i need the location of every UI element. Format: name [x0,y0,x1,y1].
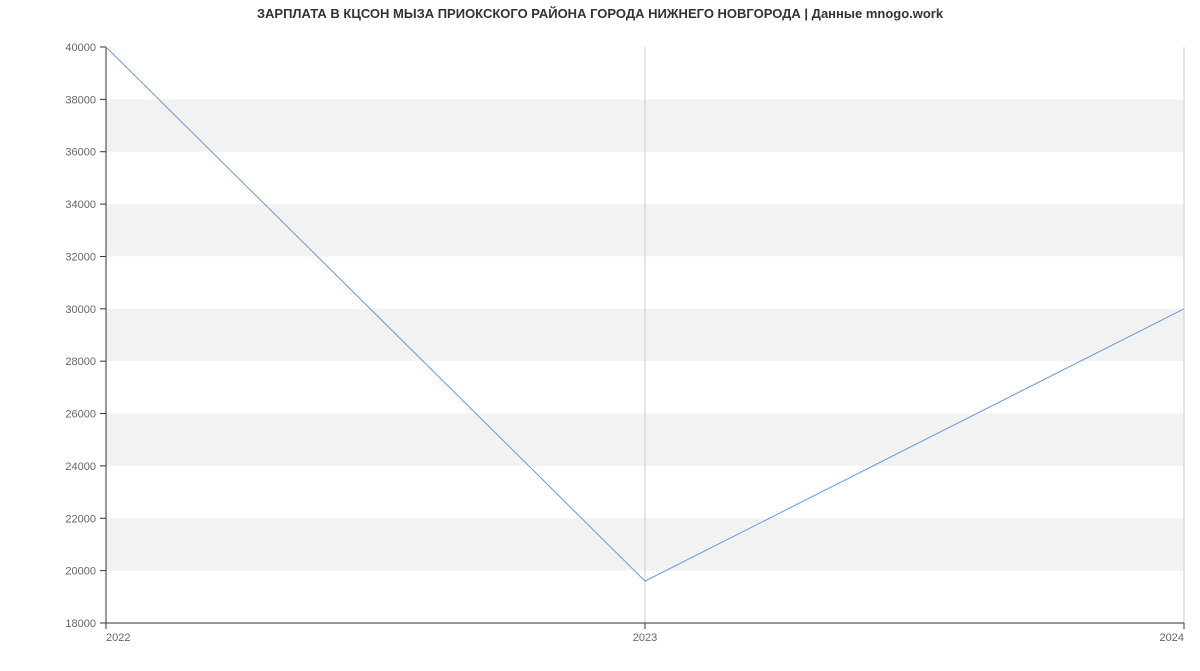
y-tick-label: 26000 [65,409,96,421]
y-tick-label: 30000 [65,304,96,316]
chart-svg: 18000 20000 22000 24000 26000 28000 30000 32000… [0,21,1200,671]
y-tick-label: 40000 [65,42,96,54]
y-tick-label: 22000 [65,513,96,525]
chart-title: ЗАРПЛАТА В КЦСОН МЫЗА ПРИОКСКОГО РАЙОНА … [0,0,1200,21]
y-tick-label: 24000 [65,461,96,473]
x-tick-label: 2024 [1160,632,1184,644]
y-tick-label: 38000 [65,94,96,106]
y-tick-label: 18000 [65,618,96,630]
y-tick-label: 36000 [65,147,96,159]
line-chart: ЗАРПЛАТА В КЦСОН МЫЗА ПРИОКСКОГО РАЙОНА … [0,0,1200,650]
y-tick-label: 34000 [65,199,96,211]
y-tick-label: 28000 [65,356,96,368]
x-tick-label: 2023 [633,632,657,644]
y-tick-label: 20000 [65,566,96,578]
y-tick-label: 32000 [65,251,96,263]
x-tick-label: 2022 [106,632,130,644]
